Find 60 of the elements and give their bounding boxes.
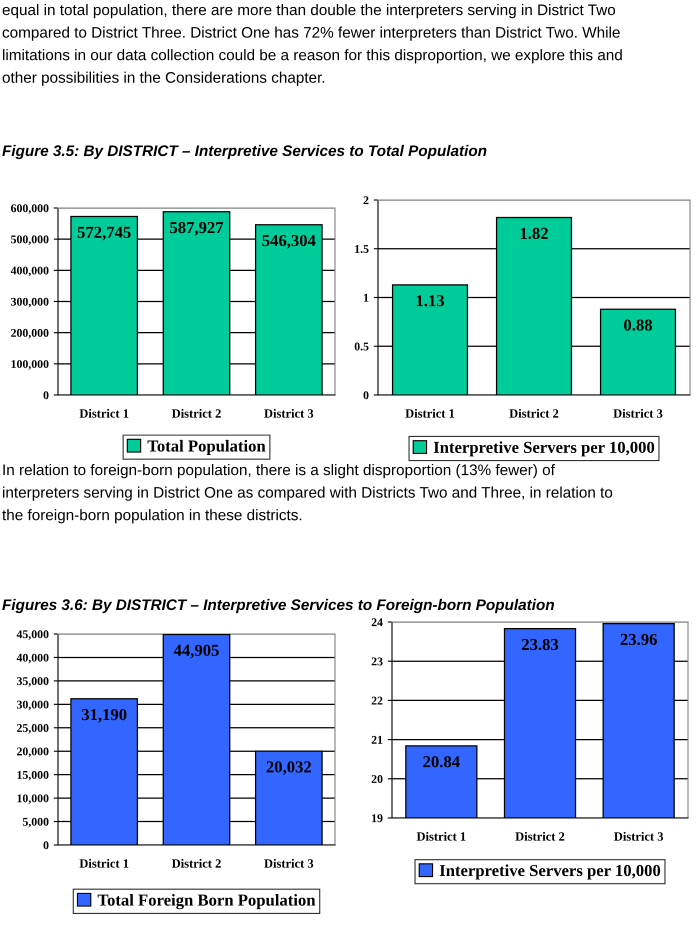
y-tick-label: 0 <box>364 391 369 400</box>
legend-label: Interpretive Servers per 10,000 <box>440 864 660 880</box>
y-tick-label: 10,000 <box>17 794 49 804</box>
data-label: 23.96 <box>620 634 657 646</box>
y-tick-label: 1.5 <box>355 245 369 254</box>
y-tick-label: 30,000 <box>16 700 49 710</box>
legend-label: Total Foreign Born Population <box>98 894 316 910</box>
data-label: 572,745 <box>78 226 131 240</box>
y-tick-label: 24 <box>372 618 383 626</box>
chart-title: Figures 3.6: By DISTRICT – Interpretive Services to Foreign-born Population <box>2 598 554 614</box>
x-tick-label: District 2 <box>172 858 221 868</box>
y-tick-label: 15,000 <box>17 770 49 781</box>
y-tick-label: 2 <box>364 196 368 204</box>
data-label: 1.13 <box>416 295 444 306</box>
data-label: 546,304 <box>262 234 316 249</box>
data-label: 20.84 <box>423 756 460 768</box>
x-tick-label: District 1 <box>80 858 128 868</box>
y-tick-label: 0 <box>44 841 49 850</box>
y-tick-label: 5,000 <box>22 818 49 828</box>
y-tick-label: 25,000 <box>17 724 49 734</box>
data-label: 20,032 <box>266 761 312 775</box>
y-tick-label: 0.5 <box>354 342 369 351</box>
data-label: 31,190 <box>82 708 126 723</box>
y-tick-label: 20 <box>372 775 383 784</box>
y-tick-label: 40,000 <box>16 654 49 664</box>
data-label: 23.83 <box>522 638 558 650</box>
x-tick-label: District 1 <box>405 408 454 418</box>
y-tick-label: 400,000 <box>10 266 49 276</box>
x-tick-label: District 2 <box>509 408 558 418</box>
x-tick-label: District 3 <box>614 832 664 841</box>
y-tick-label: 500,000 <box>11 235 49 246</box>
data-label: 587,927 <box>170 222 224 236</box>
x-tick-label: District 1 <box>80 408 128 418</box>
legend-label: Total Population <box>148 440 266 456</box>
y-tick-label: 0 <box>44 391 49 400</box>
y-tick-label: 100,000 <box>12 360 49 370</box>
legend-label: Interpretive Servers per 10,000 <box>434 441 654 456</box>
data-label: 44,905 <box>174 644 219 658</box>
x-tick-label: District 1 <box>416 832 466 841</box>
y-tick-label: 19 <box>372 814 383 822</box>
y-tick-label: 20,000 <box>17 747 49 758</box>
y-tick-label: 600,000 <box>11 204 49 214</box>
data-label: 1.82 <box>520 228 548 240</box>
y-tick-label: 300,000 <box>11 298 49 308</box>
x-tick-label: District 3 <box>264 408 314 418</box>
text: equal in total population, there are more than double the interpreters serving in District Two compared to District Three. District One has 72% fewer interpreters than District Two. While limitations in our data collection could be a reason for this disproportion, we explore this and other possibilities in the Considerations chapter. <box>2 4 622 86</box>
y-tick-label: 21 <box>372 736 382 744</box>
text: In relation to foreign-born population, there is a slight disproportion (13% fewer) of interpreters serving in District One as compared with Districts Two and Three, in relation to the foreign-born population in these districts. <box>2 464 612 524</box>
y-tick-label: 200,000 <box>11 328 49 339</box>
y-tick-label: 45,000 <box>16 630 49 640</box>
y-tick-label: 35,000 <box>16 677 49 687</box>
x-tick-label: District 3 <box>264 858 314 868</box>
y-tick-label: 22 <box>372 696 382 704</box>
y-tick-label: 23 <box>372 657 383 666</box>
x-tick-label: District 3 <box>613 408 662 418</box>
chart-title: Figure 3.5: By DISTRICT – Interpretive Services to Total Population <box>2 144 486 160</box>
x-tick-label: District 2 <box>172 408 221 418</box>
data-label: 0.88 <box>624 319 652 331</box>
y-tick-label: 1 <box>364 294 368 302</box>
x-tick-label: District 2 <box>515 832 564 841</box>
